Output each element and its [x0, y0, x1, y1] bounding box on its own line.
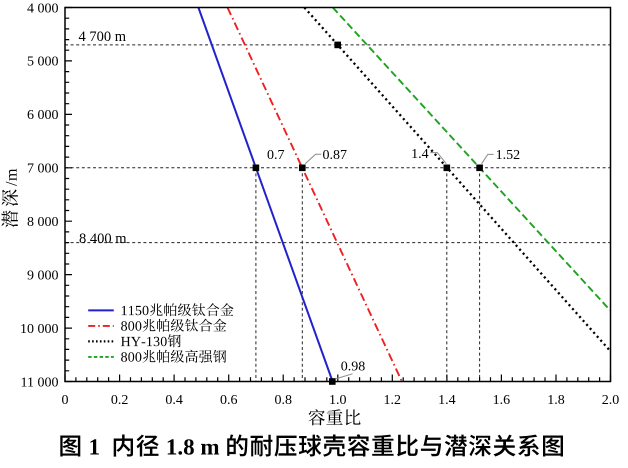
svg-text:0.7: 0.7: [267, 148, 285, 163]
svg-text:1.4: 1.4: [438, 393, 456, 408]
svg-text:2.0: 2.0: [602, 393, 620, 408]
svg-text:5 000: 5 000: [27, 55, 59, 70]
svg-text:0.98: 0.98: [341, 360, 366, 375]
svg-text:1.2: 1.2: [384, 393, 402, 408]
svg-text:7 000: 7 000: [27, 162, 59, 177]
svg-text:8 400 m: 8 400 m: [79, 231, 127, 247]
svg-text:0.6: 0.6: [220, 393, 238, 408]
svg-text:0: 0: [62, 393, 69, 408]
svg-text:10 000: 10 000: [20, 322, 59, 337]
svg-text:1.0: 1.0: [329, 393, 347, 408]
svg-text:1.8: 1.8: [547, 393, 565, 408]
svg-text:6 000: 6 000: [27, 108, 59, 123]
svg-text:1.6: 1.6: [493, 393, 511, 408]
svg-text:8 000: 8 000: [27, 215, 59, 230]
svg-text:1.52: 1.52: [496, 148, 520, 163]
svg-text:0.8: 0.8: [274, 393, 292, 408]
svg-text:9 000: 9 000: [27, 268, 59, 283]
svg-text:4 000: 4 000: [27, 1, 59, 16]
svg-text:11 000: 11 000: [21, 375, 59, 390]
svg-text:0.4: 0.4: [165, 393, 183, 408]
svg-text:0.87: 0.87: [323, 148, 348, 163]
svg-text:4 700 m: 4 700 m: [79, 29, 127, 45]
svg-text:0.2: 0.2: [111, 393, 129, 408]
svg-text:1.4: 1.4: [411, 147, 429, 162]
